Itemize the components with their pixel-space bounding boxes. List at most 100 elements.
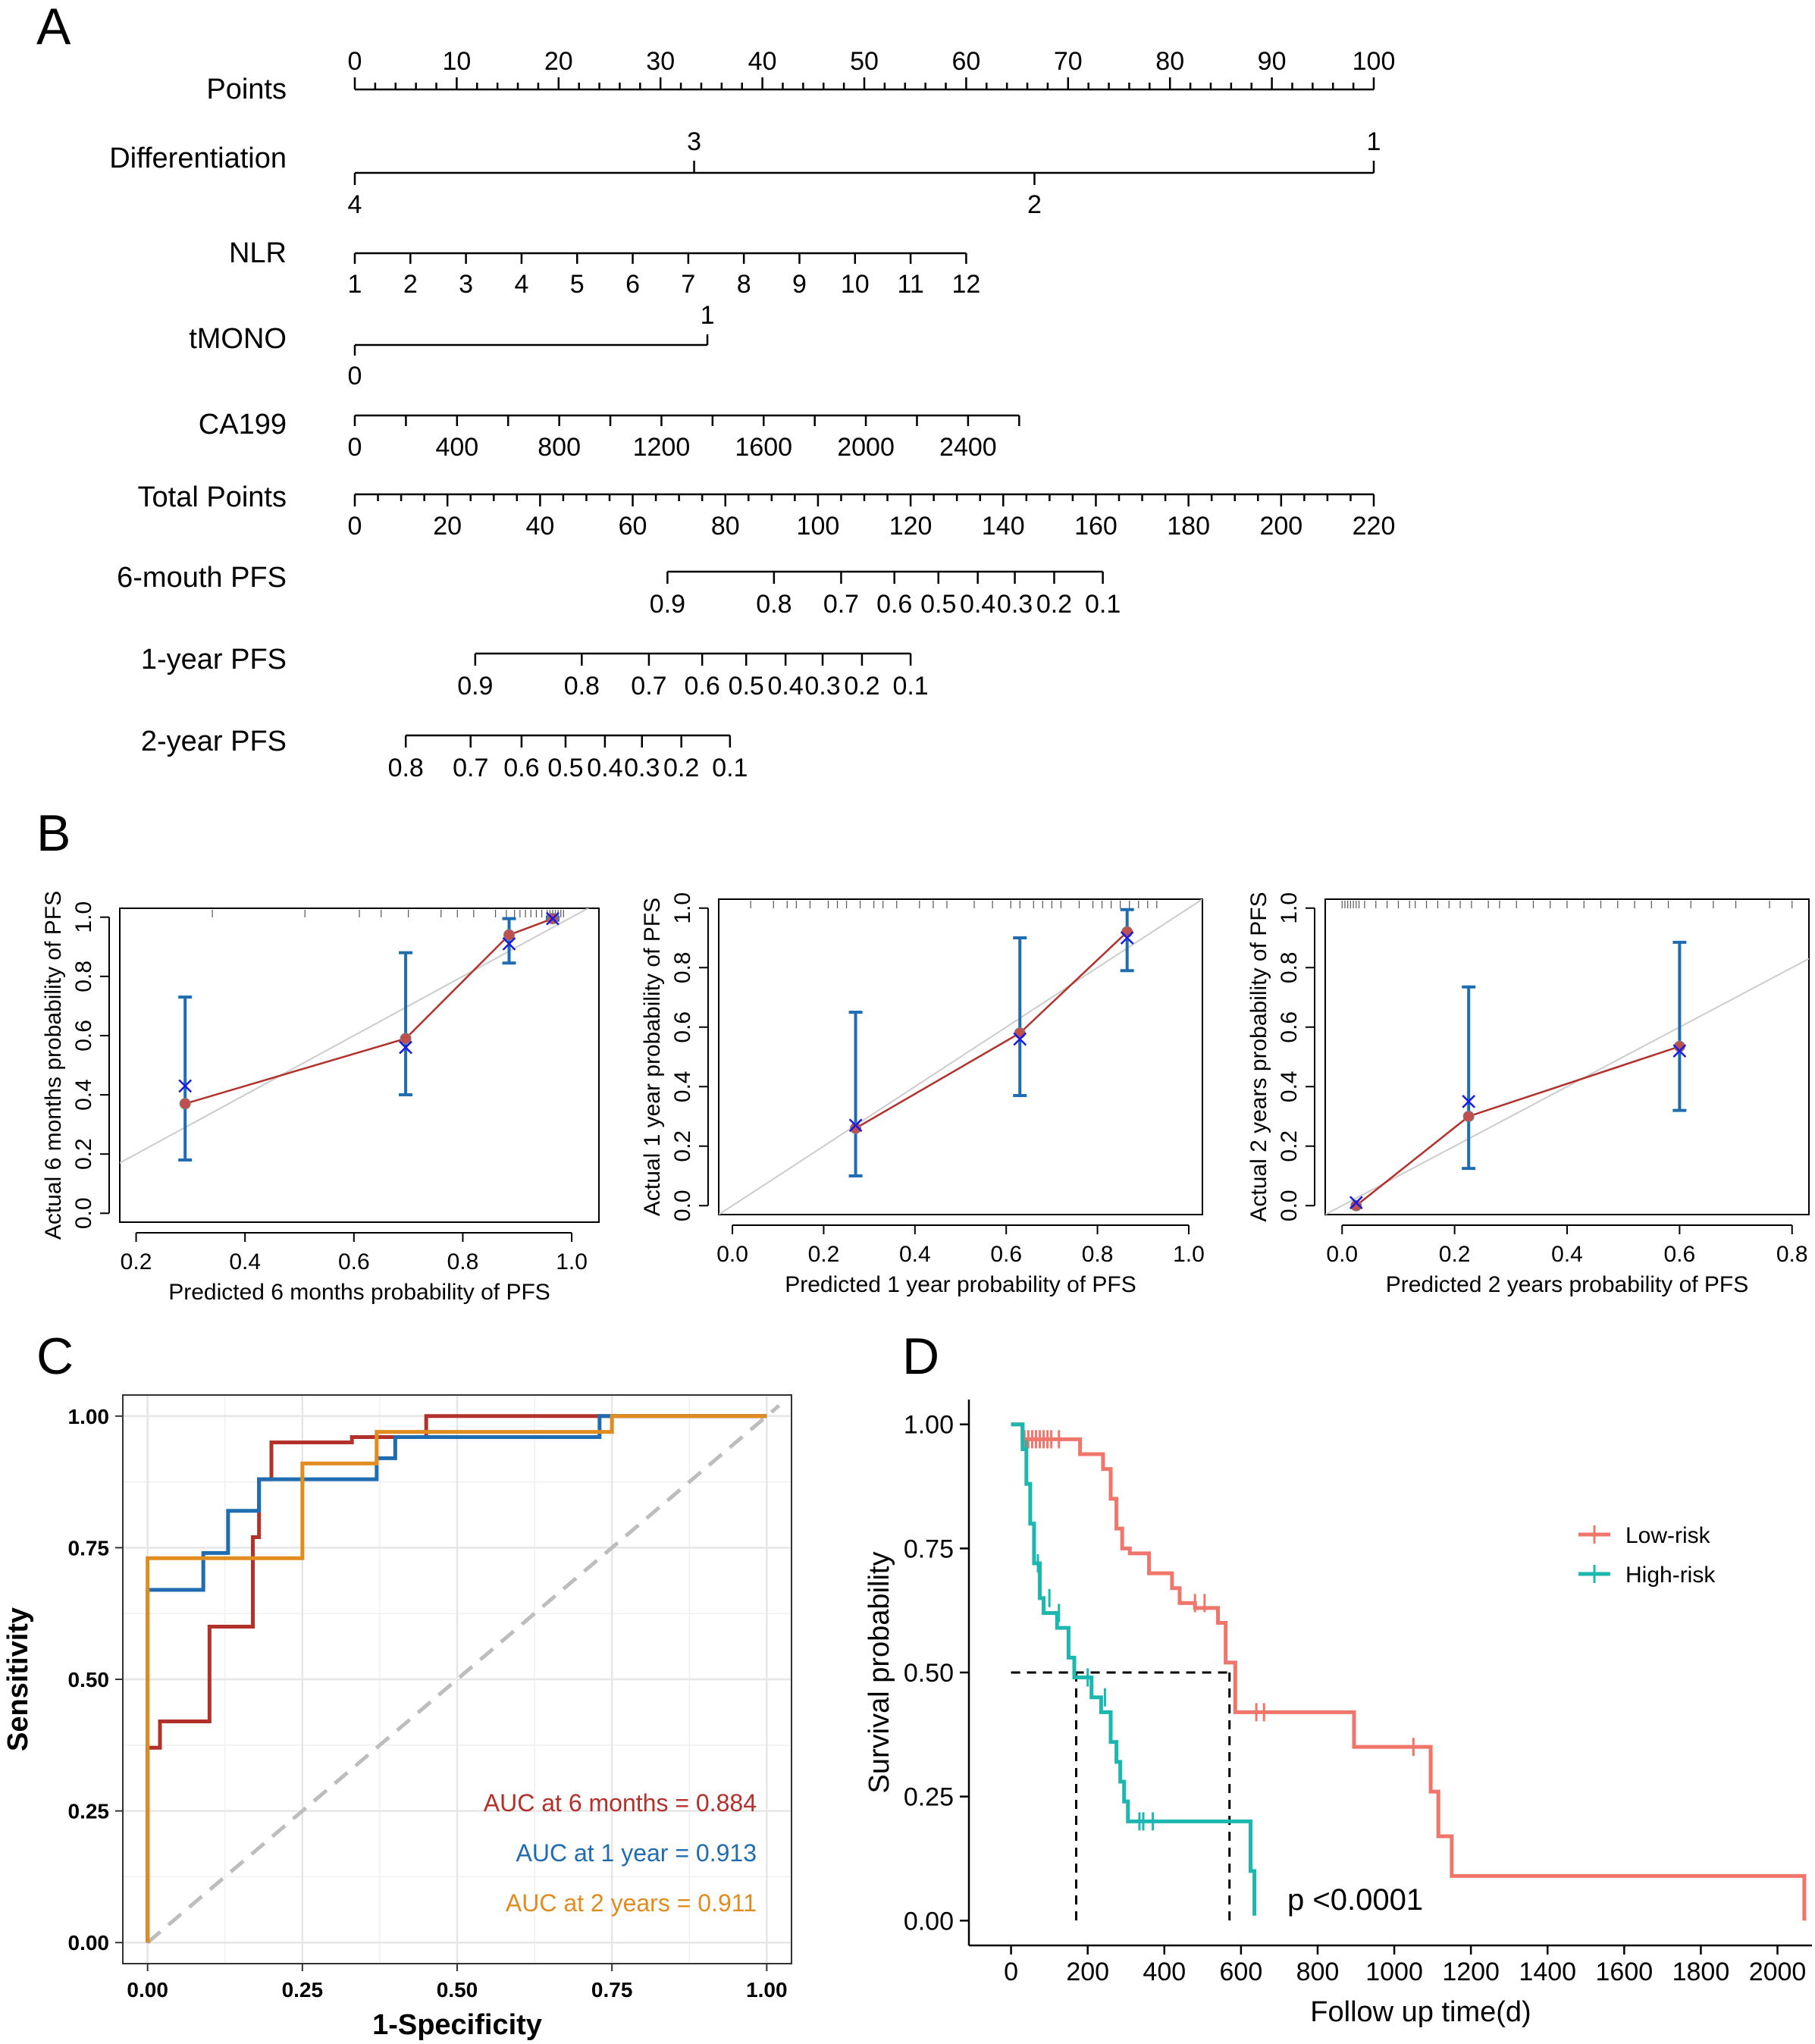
cal-1y-y-tick-label: 0.8 — [670, 951, 695, 983]
two-year-pfs-tick-label: 0.8 — [388, 754, 424, 782]
cal-6m-bias-corrected-mark — [502, 936, 516, 951]
km-x-tick-label: 1000 — [1365, 1958, 1423, 1986]
cal-6m-bias-corrected-mark — [178, 1079, 193, 1093]
total-points-tick-label: 160 — [1074, 512, 1118, 541]
cal-6m-y-axis-title: Actual 6 months probability of PFS — [41, 891, 66, 1240]
roc-y-axis-title: Sensitivity — [2, 1607, 34, 1751]
cal-6m-y-tick-label: 0.4 — [71, 1079, 96, 1111]
two-year-pfs-tick-label: 0.2 — [663, 754, 699, 782]
roc-x-tick-label: 1.00 — [746, 1978, 788, 2002]
total-points-tick-label: 220 — [1353, 512, 1396, 541]
roc-auc-label: AUC at 2 years = 0.911 — [506, 1889, 757, 1917]
roc-curve-1-year — [146, 1414, 767, 1943]
cal-2y-plot-frame — [1324, 898, 1810, 1215]
km-y-tick-label: 1.00 — [904, 1411, 954, 1440]
differentiation-tick-label: 3 — [687, 127, 701, 156]
row-label-nlr: NLR — [229, 237, 287, 269]
cal-1y-x-tick-label: 0.6 — [990, 1242, 1022, 1267]
km-curve-low-risk — [1011, 1422, 1807, 1921]
cal-1y-y-tick-label: 1.0 — [670, 892, 695, 924]
one-year-pfs-tick-label: 0.5 — [729, 672, 764, 701]
cal-6m-observed-line — [184, 917, 553, 1105]
total-points-tick-label: 20 — [433, 512, 462, 541]
total-points-tick-label: 200 — [1259, 512, 1302, 541]
cal-2y-bias-corrected-mark — [1349, 1196, 1363, 1210]
cal-1y-observed-point — [1121, 926, 1133, 938]
nlr-tick-label: 8 — [737, 270, 751, 299]
panel-label-d: D — [902, 1328, 939, 1385]
cal-2y-y-tick-label: 0.8 — [1277, 951, 1302, 983]
ca199-tick-label: 1600 — [735, 433, 792, 462]
one-year-pfs-tick-label: 0.6 — [685, 672, 720, 701]
row-label-two-year-pfs: 2-year PFS — [141, 726, 287, 757]
cal-1y-y-tick-label: 0.0 — [670, 1190, 695, 1221]
cal-1y-observed-point — [1014, 1027, 1026, 1039]
roc-auc-label: AUC at 6 months = 0.884 — [484, 1789, 757, 1817]
six-month-pfs-tick-label: 0.6 — [876, 590, 912, 619]
km-panel: 0 200 400 600 800 1000 1200 1400 1600 1800 2000 0.0… — [864, 1400, 1812, 2028]
cal-2y-y-tick-label: 1.0 — [1277, 892, 1302, 924]
panel-label-a: A — [36, 0, 71, 55]
cal-1y-x-axis-title: Predicted 1 year probability of PFS — [785, 1272, 1136, 1297]
cal-2y-x-tick-label: 0.2 — [1439, 1242, 1471, 1267]
total-points-tick-label: 0 — [348, 512, 362, 541]
cal-2y-observed-point — [1350, 1199, 1362, 1212]
tmono-tick-label: 1 — [701, 301, 715, 330]
nlr-tick-label: 5 — [570, 270, 585, 299]
ca199-tick-label: 800 — [538, 433, 581, 462]
six-month-pfs-tick-label: 0.7 — [823, 590, 859, 619]
calibration-1-year-panel: 0.0 0.2 0.4 0.6 0.8 1.0 0.0 0.2 0.4 0.6 0.8 1.0 Pred… — [640, 892, 1205, 1297]
cal-6m-x-tick-label: 0.8 — [447, 1249, 479, 1274]
six-month-pfs-tick-label: 0.1 — [1085, 590, 1121, 619]
total-points-tick-label: 140 — [982, 512, 1025, 541]
km-x-tick-label: 1400 — [1519, 1958, 1576, 1986]
cal-1y-ideal-line — [719, 899, 1202, 1215]
cal-1y-x-tick-label: 0.4 — [899, 1242, 931, 1267]
row-label-tmono: tMONO — [189, 323, 287, 355]
one-year-pfs-tick-label: 0.1 — [892, 672, 928, 701]
ca199-tick-label: 2400 — [939, 433, 997, 462]
roc-x-tick-label: 0.25 — [282, 1978, 324, 2002]
cal-6m-y-tick-label: 0.2 — [71, 1138, 96, 1170]
total-points-tick-label: 180 — [1167, 512, 1210, 541]
total-points-tick-label: 60 — [619, 512, 647, 541]
cal-2y-bias-corrected-mark — [1462, 1094, 1476, 1108]
row-label-differentiation: Differentiation — [109, 143, 287, 174]
cal-2y-y-tick-label: 0.2 — [1277, 1130, 1302, 1162]
cal-1y-plot-area — [719, 899, 1202, 1215]
cal-1y-bias-corrected-mark — [1120, 931, 1134, 945]
cal-2y-y-tick-label: 0.6 — [1277, 1011, 1302, 1043]
nlr-tick-label: 1 — [348, 270, 362, 299]
nlr-tick-label: 3 — [459, 270, 473, 299]
calibration-6-months-panel: 0.2 0.4 0.6 0.8 1.00.00.20.40.60.81.0Predict… — [41, 891, 600, 1305]
six-month-pfs-tick-label: 0.9 — [650, 590, 685, 619]
row-label-one-year-pfs: 1-year PFS — [141, 644, 287, 676]
roc-y-tick-label: 0.00 — [68, 1931, 110, 1955]
points-tick-label: 20 — [544, 47, 573, 76]
cal-6m-x-tick-label: 1.0 — [556, 1249, 588, 1274]
cal-2y-x-tick-label: 0.0 — [1326, 1242, 1358, 1267]
cal-2y-ideal-line — [1325, 958, 1809, 1215]
total-points-tick-label: 100 — [797, 512, 840, 541]
nlr-tick-label: 4 — [514, 270, 528, 299]
one-year-pfs-tick-label: 0.2 — [844, 672, 879, 701]
nlr-tick-label: 9 — [792, 270, 807, 299]
cal-2y-x-tick-label: 0.8 — [1776, 1242, 1808, 1267]
km-y-tick-label: 0.50 — [904, 1659, 954, 1688]
one-year-pfs-tick-label: 0.7 — [631, 672, 666, 701]
cal-6m-observed-point — [179, 1098, 191, 1110]
cal-6m-plot-area — [120, 908, 590, 1164]
nlr-tick-label: 7 — [681, 270, 695, 299]
cal-1y-x-tick-label: 0.0 — [716, 1242, 748, 1267]
cal-6m-plot-frame — [119, 908, 600, 1223]
roc-x-tick-label: 0.75 — [591, 1978, 633, 2002]
cal-6m-y-tick-label: 1.0 — [71, 901, 96, 933]
km-curve-high-risk — [1011, 1422, 1257, 1916]
tmono-tick-label: 0 — [348, 362, 362, 390]
cal-1y-y-axis-title: Actual 1 year probability of PFS — [640, 898, 665, 1216]
points-tick-label: 100 — [1353, 47, 1396, 76]
nlr-tick-label: 10 — [841, 270, 870, 299]
row-label-total-points: Total Points — [138, 481, 287, 513]
